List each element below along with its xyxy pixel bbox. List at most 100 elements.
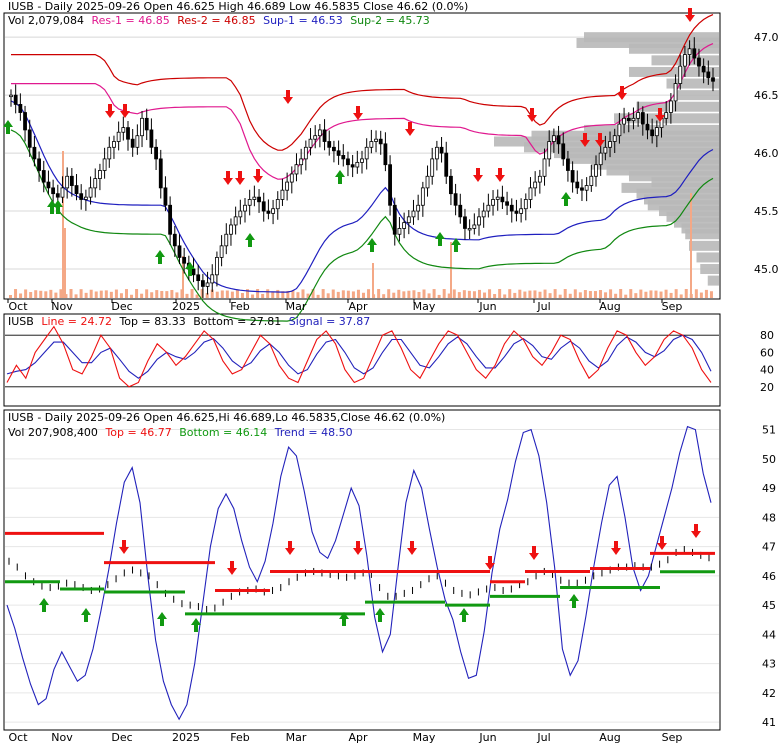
candle-body — [275, 199, 280, 210]
y-tick-label: 45.5 — [754, 205, 779, 218]
x-tick-label: Nov — [51, 300, 73, 313]
volume-bar — [392, 292, 396, 298]
candle-body — [416, 204, 421, 212]
panel1-legend-vol: Vol 2,079,084 Res-1 = 46.85 Res-2 = 46.8… — [8, 14, 430, 27]
candle-body — [294, 164, 299, 175]
candle-body — [196, 274, 201, 282]
volume-bar — [614, 293, 618, 298]
volume-bar — [593, 291, 597, 298]
volume-profile-bar — [606, 165, 719, 176]
candle-body — [322, 129, 327, 142]
volume-bars — [9, 151, 713, 298]
candle-body — [580, 187, 584, 191]
volume-bar — [417, 291, 421, 298]
candle-body — [575, 181, 580, 189]
volume-bar — [281, 291, 285, 298]
volume-bar — [79, 289, 83, 298]
candle-body — [425, 175, 430, 189]
stoch-bottom-label: Bottom = 27.81 — [193, 315, 281, 328]
volume-bar — [634, 293, 638, 298]
volume-bar — [266, 289, 270, 298]
volume-bar — [533, 290, 537, 298]
candle-body — [18, 104, 23, 113]
x-tick-label: Apr — [348, 300, 368, 313]
x-tick-label: Mar — [286, 300, 307, 313]
volume-bar — [99, 290, 103, 298]
volume-bar — [34, 290, 38, 298]
candle-body — [589, 175, 594, 186]
volume-bar — [457, 292, 461, 298]
candle-body — [453, 193, 458, 206]
volume-bar — [493, 294, 497, 298]
volume-profile-bar — [494, 136, 719, 147]
x-tick-label: Jul — [536, 300, 550, 313]
x-tick-label: Aug — [599, 731, 620, 744]
candle-body — [355, 161, 360, 168]
volume-bar — [351, 291, 355, 298]
candle-body — [608, 141, 612, 148]
sell-arrow-icon — [105, 104, 115, 118]
candle-body — [135, 135, 140, 148]
volume-bar — [684, 289, 688, 298]
volume-profile-bar — [659, 206, 719, 217]
x-tick-label: Nov — [51, 731, 73, 744]
candle-body — [126, 127, 130, 140]
x-tick-label: Dec — [111, 731, 132, 744]
candle-body — [692, 48, 697, 59]
candle-body — [458, 204, 463, 218]
volume-bar — [422, 289, 426, 298]
volume-bar — [89, 289, 93, 298]
sell-arrow-icon — [657, 536, 667, 550]
volume-bar — [74, 294, 78, 298]
candle-body — [598, 152, 603, 166]
volume-profile-bar — [576, 37, 719, 48]
sell-arrow-icon — [353, 541, 363, 555]
panel3-signal-arrows — [39, 524, 701, 632]
volume-bar — [170, 289, 174, 298]
panel3-y-ticks: 51 50 49 48 47 46 45 44 43 42 41 — [762, 424, 776, 730]
volume-bar — [382, 294, 386, 298]
candle-body — [430, 158, 435, 177]
candle-body — [626, 117, 631, 122]
sell-arrow-icon — [473, 168, 483, 182]
volume-bar — [321, 289, 325, 298]
volume-bar — [215, 291, 219, 298]
candle-body — [46, 181, 51, 189]
candle-body — [561, 143, 566, 160]
volume-bar — [150, 292, 154, 298]
volume-bar — [276, 289, 280, 298]
candle-body — [467, 228, 472, 231]
volume-bar — [649, 290, 653, 298]
candle-body — [650, 129, 655, 137]
candle-body — [374, 138, 378, 142]
candle-body — [65, 175, 70, 189]
volume-bar — [528, 290, 532, 298]
volume-profile-bar — [636, 101, 719, 112]
volume-bar — [679, 294, 683, 298]
candle-body — [477, 216, 481, 226]
volume-bar — [140, 293, 144, 298]
stoch-signal-label: Signal = 37.87 — [289, 315, 371, 328]
volume-bar — [44, 291, 48, 298]
volume-bar — [24, 289, 28, 298]
volume-bar — [402, 291, 406, 298]
volume-bar — [498, 289, 502, 298]
x-tick-label: May — [413, 300, 436, 313]
res2-line — [11, 14, 714, 151]
buy-arrow-icon — [459, 608, 469, 622]
volume-spike — [182, 256, 184, 298]
volume-bar — [513, 292, 517, 298]
x-tick-label: Sep — [662, 731, 683, 744]
volume-bar — [387, 289, 391, 298]
y-tick-label: 43 — [762, 658, 776, 671]
y-tick-label: 46.0 — [754, 147, 779, 160]
volume-profile-bar — [674, 90, 719, 101]
panel3-trend-label: Trend = 48.50 — [274, 426, 353, 439]
volume-bar — [654, 290, 658, 298]
volume-bar — [583, 290, 587, 298]
buy-arrow-icon — [451, 238, 461, 252]
volume-spike — [450, 242, 452, 298]
candle-body — [83, 196, 88, 200]
panel3-title: IUSB - Daily 2025-09-26 Open 46.625,Hi 4… — [8, 411, 445, 424]
candle-body — [79, 193, 84, 200]
